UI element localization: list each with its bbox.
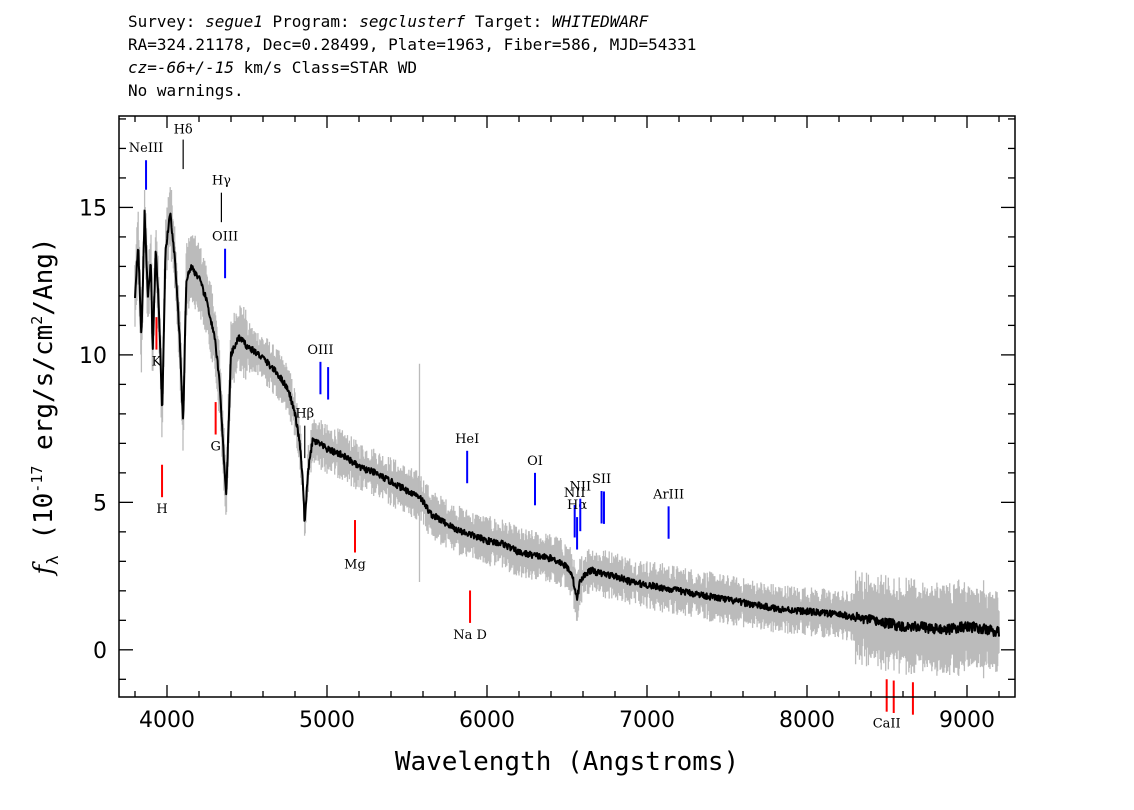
x-tick-label: 5000 (299, 708, 355, 733)
spectral-line-label: NeIII (129, 141, 163, 156)
x-tick-label: 7000 (619, 708, 675, 733)
spectral-line-label: K (152, 355, 162, 370)
x-tick-label: 8000 (779, 708, 835, 733)
spectral-line-label: OIII (212, 230, 238, 245)
y-tick-label: 0 (93, 639, 107, 664)
survey-label: Survey: (128, 12, 196, 31)
spectral-line-label: Hβ (295, 407, 314, 422)
header-line-2: RA=324.21178, Dec=0.28499, Plate=1963, F… (128, 35, 697, 54)
spectral-line-label: OI (527, 454, 543, 469)
spectral-line-label: NII (569, 480, 591, 495)
spectral-line-label: Hδ (174, 123, 193, 138)
y-tick-label: 15 (79, 196, 107, 221)
target-label: Target: (474, 12, 543, 31)
header-line-1: Survey: segue1 Program: segclusterf Targ… (128, 10, 696, 33)
x-tick-label: 6000 (459, 708, 515, 733)
program-value: segclusterf (359, 12, 466, 31)
x-axis-label: Wavelength (Angstroms) (395, 747, 739, 777)
y-tick-label: 10 (79, 344, 107, 369)
program-label: Program: (272, 12, 350, 31)
spectral-line-label: SII (592, 472, 611, 487)
flux-path (134, 209, 1000, 637)
spectral-line-label: ArIII (652, 487, 684, 502)
flux-series (134, 209, 1000, 637)
spectral-line-markers: NeIIIHδHγOIIIHβOIIIHeIOINIIHαNIISIIArIII… (129, 123, 914, 732)
axis-ticks: 4000 5000 6000 7000 8000 9000 0 5 10 15 (79, 116, 1015, 733)
spectral-line-label: Hγ (212, 174, 231, 189)
spectral-line-label: Mg (344, 557, 366, 572)
plot-frame (118, 115, 1016, 698)
warnings-text: No warnings. (128, 81, 244, 100)
y-axis-label: fλ (10-17 erg/s/cm2/Ang) (28, 237, 62, 576)
spectral-line-label: G (210, 440, 220, 455)
survey-value: segue1 (205, 12, 263, 31)
spectral-line-label: OIII (307, 343, 333, 358)
noise-path (134, 187, 1000, 679)
spectral-line-label: Na D (453, 628, 487, 643)
y-tick-label: 5 (93, 491, 107, 516)
cz-value: cz=-66+/-15 (128, 58, 234, 77)
spectral-line-label: HeI (455, 432, 479, 447)
header-line-3: cz=-66+/-15 km/s Class=STAR WD (128, 56, 696, 79)
spectral-line-label: CaII (873, 717, 901, 732)
spectral-line-label: H (156, 502, 167, 517)
target-value: WHITEDWARF (551, 12, 649, 31)
cz-unit: km/s (243, 58, 283, 77)
spectral-line-label: Hα (567, 498, 587, 513)
x-tick-label: 9000 (939, 708, 995, 733)
x-tick-label: 4000 (139, 708, 195, 733)
noise-band (134, 187, 1000, 679)
class-value: Class=STAR WD (291, 58, 418, 77)
spectrum-header: Survey: segue1 Program: segclusterf Targ… (128, 10, 696, 102)
spectral-line-label: NII (564, 486, 586, 501)
